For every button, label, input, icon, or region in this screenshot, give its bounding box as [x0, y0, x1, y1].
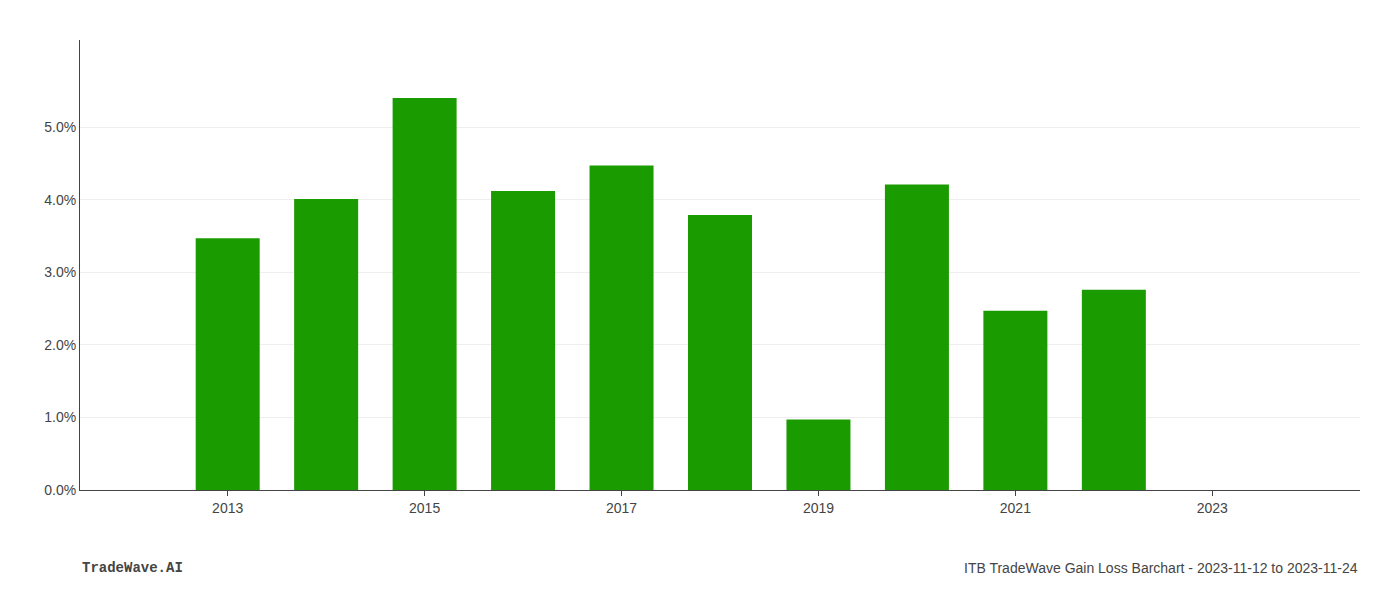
svg-text:0.0%: 0.0%: [44, 482, 76, 498]
svg-text:5.0%: 5.0%: [44, 119, 76, 135]
svg-text:2.0%: 2.0%: [44, 337, 76, 353]
svg-text:2023: 2023: [1197, 500, 1228, 516]
svg-text:2015: 2015: [409, 500, 440, 516]
svg-text:4.0%: 4.0%: [44, 192, 76, 208]
svg-text:2017: 2017: [606, 500, 637, 516]
svg-text:1.0%: 1.0%: [44, 409, 76, 425]
svg-text:ITB TradeWave Gain Loss Barcha: ITB TradeWave Gain Loss Barchart - 2023-…: [964, 560, 1358, 576]
svg-text:TradeWave.AI: TradeWave.AI: [82, 560, 183, 576]
svg-text:2021: 2021: [1000, 500, 1031, 516]
svg-text:2019: 2019: [803, 500, 834, 516]
svg-text:3.0%: 3.0%: [44, 264, 76, 280]
svg-text:2013: 2013: [212, 500, 243, 516]
